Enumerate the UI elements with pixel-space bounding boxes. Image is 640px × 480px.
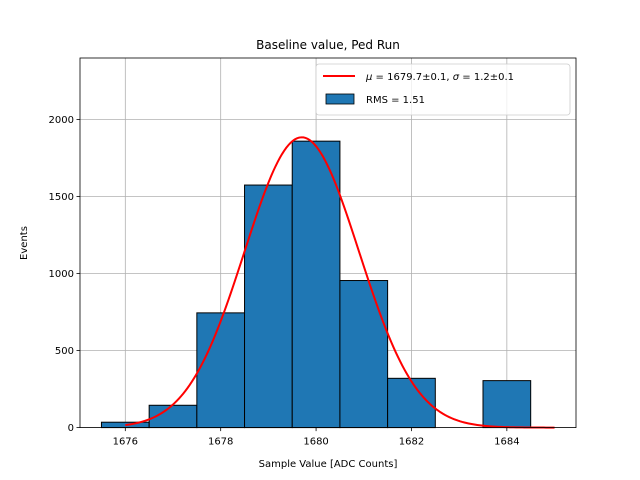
histogram-bar [482,380,532,429]
gaussian-fit-curve [125,136,555,429]
legend-sigma-value: = 1.2±0.1 [459,72,514,83]
histogram-bar [291,140,341,429]
legend-fit-label: μ = 1679.7±0.1, σ = 1.2±0.1 [365,72,514,83]
legend-box [315,63,571,116]
chart-title: Baseline value, Ped Run [256,38,400,52]
y-tick-label: 1000 [49,269,74,280]
histogram-bar [244,184,293,429]
y-tick-label: 2000 [49,115,74,126]
x-tick-label: 1682 [399,437,424,448]
x-axis-label: Sample Value [ADC Counts] [259,459,398,470]
legend-mu-value: = 1679.7±0.1, [372,72,452,83]
y-tick-label: 500 [55,346,74,357]
histogram-bars [100,140,532,429]
y-tick-label: 1500 [49,192,74,203]
legend-mu-symbol: μ [365,72,372,83]
histogram-bar [339,280,389,429]
histogram-bar [196,312,246,429]
legend-hist-swatch [325,93,355,105]
histogram-bar [387,377,436,429]
x-tick-label: 1684 [494,437,519,448]
axes-frame [79,57,577,429]
legend-hist-label: RMS = 1.51 [366,95,425,106]
y-axis-label: Events [19,226,30,260]
y-tick-label: 0 [68,423,74,434]
x-tick-label: 1680 [303,437,328,448]
x-tick-label: 1676 [113,437,138,448]
legend-sigma-symbol: σ [453,72,460,83]
x-tick-label: 1678 [208,437,233,448]
legend: μ = 1679.7±0.1, σ = 1.2±0.1 RMS = 1.51 [315,63,571,116]
axis-ticks: 1676 1678 1680 1682 1684 0 500 1000 1500 2000 [49,115,520,448]
